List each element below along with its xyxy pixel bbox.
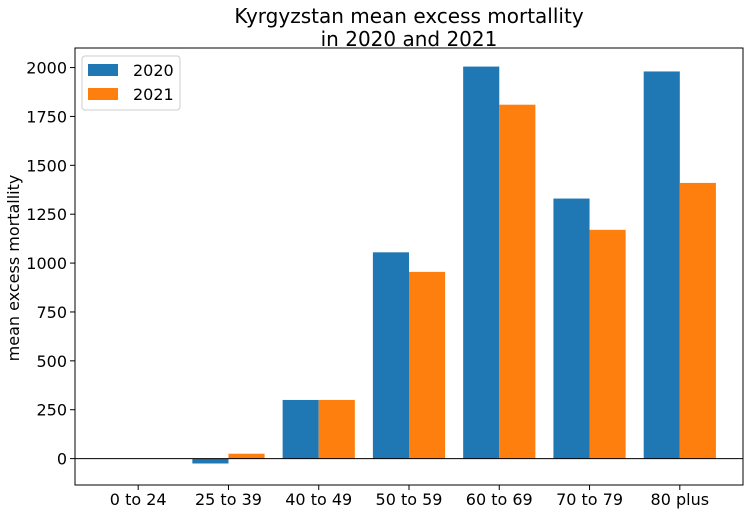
bar-2021-60-to-69: [499, 104, 536, 459]
chart-title-line-2: in 2020 and 2021: [321, 27, 498, 51]
x-tick-label: 50 to 59: [376, 490, 443, 509]
y-tick-label: 500: [36, 352, 67, 371]
plot-frame: [74, 47, 744, 486]
y-tick-label: 250: [36, 401, 67, 420]
y-axis-ticks: 0 250 500 750 1000 1250 1500 1750 2000: [26, 59, 75, 469]
x-tick-label: 70 to 79: [556, 490, 623, 509]
y-tick-label: 1750: [26, 107, 67, 126]
bar-2021-50-to-59: [409, 271, 446, 459]
y-tick-label: 1500: [26, 156, 67, 175]
bar-2021-40-to-49: [318, 399, 355, 459]
y-axis-label: mean excess mortallity: [4, 175, 23, 362]
chart-title-line-1: Kyrgyzstan mean excess mortallity: [234, 4, 584, 28]
legend: 2020 2021: [81, 55, 181, 111]
x-tick-label: 80 plus: [651, 490, 710, 509]
bar-2020-25-to-39: [192, 458, 229, 464]
y-tick-label: 750: [36, 303, 67, 322]
bars-group: [192, 66, 716, 464]
x-tick-label: 25 to 39: [195, 490, 262, 509]
legend-swatch-2021: [88, 88, 118, 100]
x-tick-label: 40 to 49: [285, 490, 352, 509]
y-tick-label: 0: [57, 450, 67, 469]
x-axis-ticks: 0 to 24 25 to 39 40 to 49 50 to 59 60 to 69 7…: [110, 485, 709, 509]
y-tick-label: 1250: [26, 205, 67, 224]
legend-swatch-2020: [88, 64, 118, 76]
bar-2020-60-to-69: [463, 66, 500, 459]
legend-label-2020: 2020: [133, 61, 174, 80]
x-tick-label: 60 to 69: [466, 490, 533, 509]
x-tick-label: 0 to 24: [110, 490, 167, 509]
bar-2021-25-to-39: [228, 453, 265, 459]
bar-2020-50-to-59: [372, 252, 409, 459]
y-tick-label: 1000: [26, 254, 67, 273]
bar-2020-70-to-79: [553, 198, 590, 459]
bar-2020-40-to-49: [282, 399, 319, 459]
y-tick-label: 2000: [26, 59, 67, 78]
bar-2021-70-to-79: [589, 229, 626, 459]
bar-2020-80-plus: [643, 71, 680, 459]
legend-label-2021: 2021: [133, 85, 174, 104]
bar-2021-80-plus: [679, 182, 716, 459]
